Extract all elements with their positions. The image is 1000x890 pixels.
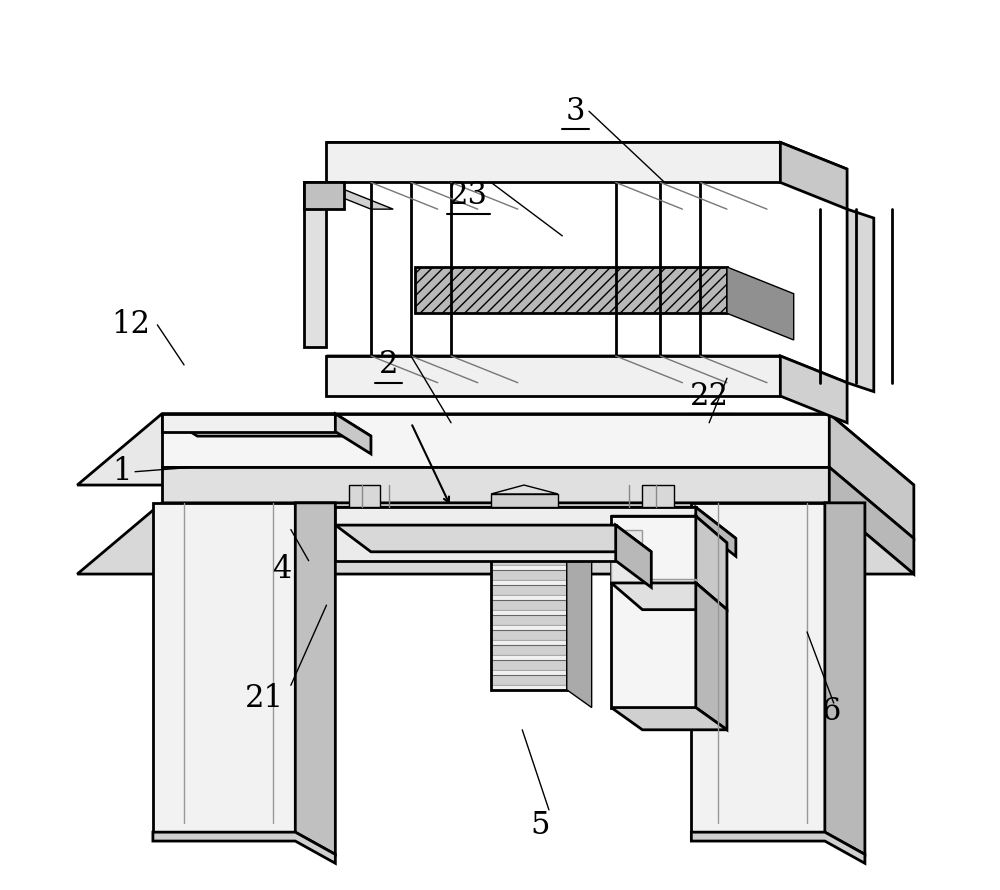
Polygon shape: [567, 525, 592, 708]
Polygon shape: [491, 640, 567, 645]
Polygon shape: [326, 356, 847, 383]
Polygon shape: [491, 625, 567, 630]
Polygon shape: [349, 485, 380, 507]
Polygon shape: [829, 414, 914, 538]
Polygon shape: [491, 535, 567, 540]
Polygon shape: [491, 565, 567, 570]
Polygon shape: [295, 503, 335, 854]
Polygon shape: [491, 685, 567, 690]
Text: 21: 21: [245, 684, 284, 714]
Text: 5: 5: [530, 810, 550, 840]
Polygon shape: [335, 525, 651, 552]
Polygon shape: [77, 503, 914, 574]
Polygon shape: [162, 467, 829, 503]
Polygon shape: [162, 414, 829, 467]
Polygon shape: [153, 832, 335, 863]
Polygon shape: [491, 570, 567, 580]
Polygon shape: [611, 583, 696, 708]
Polygon shape: [491, 630, 567, 640]
Polygon shape: [491, 494, 558, 507]
Polygon shape: [491, 600, 567, 611]
Polygon shape: [491, 585, 567, 595]
Polygon shape: [491, 485, 558, 494]
Polygon shape: [491, 670, 567, 675]
Polygon shape: [696, 516, 727, 610]
Polygon shape: [611, 530, 696, 583]
Polygon shape: [491, 655, 567, 659]
Polygon shape: [304, 182, 326, 347]
Polygon shape: [825, 503, 865, 854]
Polygon shape: [696, 507, 736, 556]
Polygon shape: [491, 550, 567, 555]
Polygon shape: [611, 516, 727, 543]
Polygon shape: [491, 659, 567, 670]
Polygon shape: [326, 142, 780, 182]
Polygon shape: [162, 414, 335, 432]
Polygon shape: [162, 414, 371, 436]
Polygon shape: [847, 209, 874, 392]
Polygon shape: [491, 611, 567, 615]
Polygon shape: [616, 525, 651, 587]
Polygon shape: [691, 503, 825, 832]
Polygon shape: [642, 485, 674, 507]
Polygon shape: [335, 507, 696, 525]
Polygon shape: [326, 356, 780, 396]
Text: 1: 1: [112, 457, 132, 487]
Polygon shape: [611, 708, 727, 730]
Text: 2: 2: [379, 350, 399, 380]
Polygon shape: [780, 356, 847, 423]
Polygon shape: [335, 414, 371, 454]
Polygon shape: [611, 516, 696, 583]
Polygon shape: [611, 583, 727, 610]
Polygon shape: [829, 467, 914, 574]
Text: 3: 3: [566, 96, 585, 126]
Text: 12: 12: [111, 310, 150, 340]
Polygon shape: [727, 267, 794, 340]
Polygon shape: [491, 595, 567, 600]
Polygon shape: [77, 414, 914, 485]
Polygon shape: [491, 555, 567, 565]
Polygon shape: [335, 525, 616, 561]
Text: 6: 6: [822, 697, 842, 727]
Bar: [491, 525, 567, 690]
Polygon shape: [153, 503, 295, 832]
Polygon shape: [696, 583, 727, 730]
Polygon shape: [326, 142, 847, 169]
Polygon shape: [304, 182, 344, 209]
Polygon shape: [335, 507, 736, 538]
Polygon shape: [780, 142, 847, 209]
Polygon shape: [691, 832, 865, 863]
Polygon shape: [304, 182, 393, 209]
Text: 4: 4: [272, 554, 292, 585]
Bar: [415, 267, 727, 313]
Polygon shape: [491, 675, 567, 685]
Polygon shape: [491, 645, 567, 655]
Polygon shape: [491, 525, 567, 535]
Polygon shape: [491, 540, 567, 550]
Polygon shape: [491, 580, 567, 585]
Text: 22: 22: [690, 381, 729, 411]
Text: 23: 23: [449, 181, 488, 211]
Polygon shape: [491, 615, 567, 625]
